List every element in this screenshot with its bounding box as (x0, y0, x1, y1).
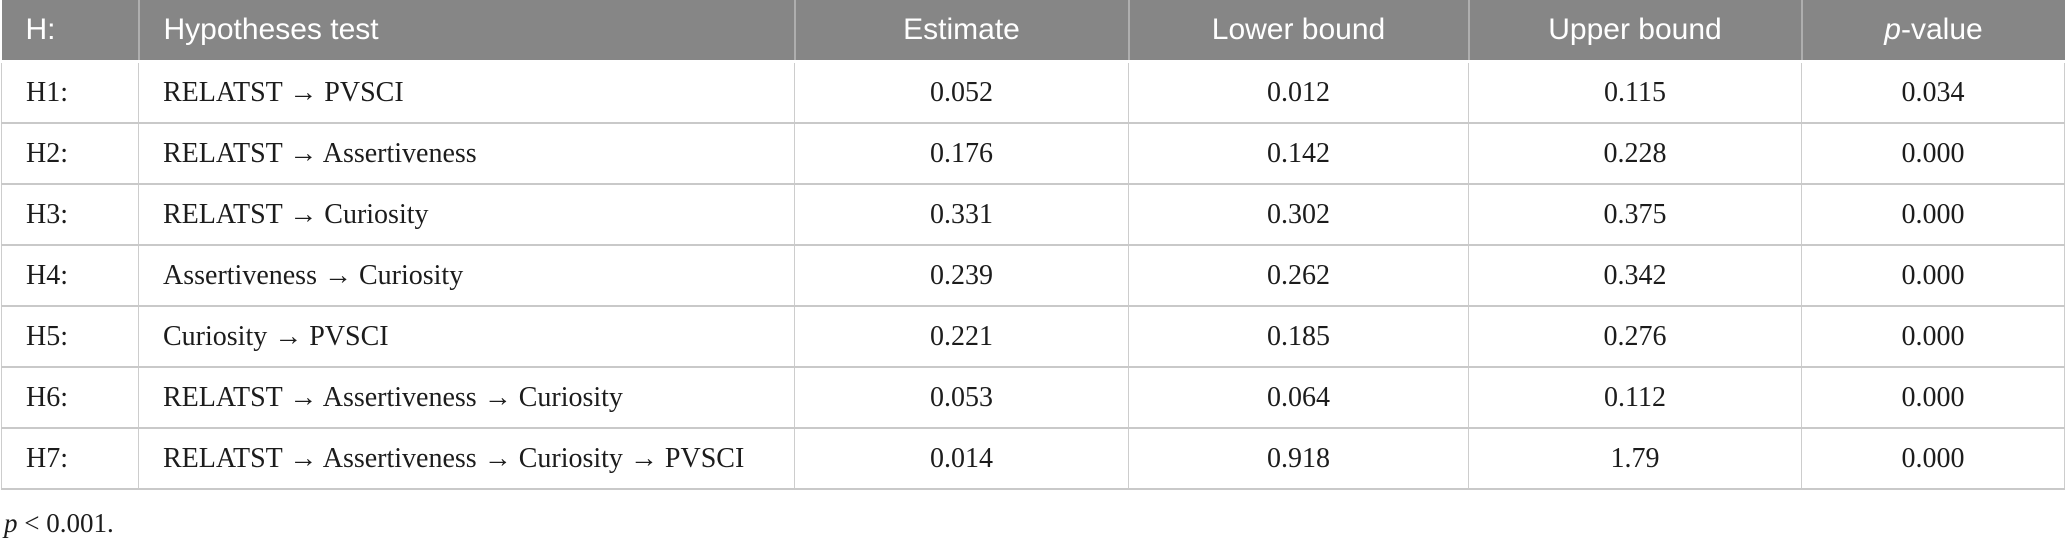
cell-h: H3: (1, 183, 139, 246)
cell-lower: 0.142 (1128, 122, 1469, 185)
cell-estimate: 0.331 (794, 183, 1129, 246)
cell-h: H1: (1, 60, 139, 124)
footnote-text: < 0.001. (17, 508, 114, 538)
cell-estimate: 0.052 (794, 60, 1129, 124)
hypotheses-table: H: Hypotheses test Estimate Lower bound … (1, 0, 2065, 490)
header-cell-pvalue: p-value (1800, 0, 2065, 63)
footnote-p: p (4, 508, 18, 538)
cell-pvalue: 0.000 (1801, 183, 2065, 246)
cell-upper: 0.112 (1468, 366, 1802, 429)
cell-lower: 0.262 (1128, 244, 1469, 307)
table-row: H3: RELATST → Curiosity 0.331 0.302 0.37… (1, 183, 2065, 246)
cell-estimate: 0.053 (794, 366, 1129, 429)
cell-estimate: 0.014 (794, 427, 1129, 490)
cell-test: RELATST → Assertiveness → Curiosity → PV… (138, 427, 795, 490)
cell-pvalue: 0.000 (1801, 244, 2065, 307)
table-row: H4: Assertiveness → Curiosity 0.239 0.26… (1, 244, 2065, 307)
cell-estimate: 0.221 (794, 305, 1129, 368)
pvalue-header-p: p (1884, 13, 1901, 46)
header-cell-test: Hypotheses test (137, 0, 795, 63)
table-row: H7: RELATST → Assertiveness → Curiosity … (1, 427, 2065, 490)
table-row: H2: RELATST → Assertiveness 0.176 0.142 … (1, 122, 2065, 185)
cell-test: Curiosity → PVSCI (138, 305, 795, 368)
cell-lower: 0.302 (1128, 183, 1469, 246)
cell-h: H2: (1, 122, 139, 185)
cell-h: H5: (1, 305, 139, 368)
cell-lower: 0.918 (1128, 427, 1469, 490)
header-cell-estimate: Estimate (793, 0, 1129, 63)
header-row: H: Hypotheses test Estimate Lower bound … (1, 0, 2065, 63)
header-cell-lower: Lower bound (1127, 0, 1469, 63)
table-header: H: Hypotheses test Estimate Lower bound … (1, 0, 2065, 63)
header-cell-h: H: (1, 0, 139, 63)
header-cell-upper: Upper bound (1467, 0, 1802, 63)
cell-h: H6: (1, 366, 139, 429)
cell-h: H4: (1, 244, 139, 307)
pvalue-header-rest: -value (1900, 13, 1983, 46)
cell-upper: 0.115 (1468, 60, 1802, 124)
cell-test: RELATST → Assertiveness → Curiosity (138, 366, 795, 429)
cell-upper: 0.276 (1468, 305, 1802, 368)
cell-test: RELATST → PVSCI (138, 60, 795, 124)
table-footnote: p < 0.001. (4, 508, 114, 539)
cell-test: RELATST → Assertiveness (138, 122, 795, 185)
cell-pvalue: 0.000 (1801, 427, 2065, 490)
cell-lower: 0.012 (1128, 60, 1469, 124)
table-body: H1: RELATST → PVSCI 0.052 0.012 0.115 0.… (1, 60, 2065, 490)
cell-lower: 0.185 (1128, 305, 1469, 368)
cell-lower: 0.064 (1128, 366, 1469, 429)
cell-upper: 1.79 (1468, 427, 1802, 490)
cell-h: H7: (1, 427, 139, 490)
cell-test: RELATST → Curiosity (138, 183, 795, 246)
cell-upper: 0.375 (1468, 183, 1802, 246)
table-row: H1: RELATST → PVSCI 0.052 0.012 0.115 0.… (1, 60, 2065, 124)
cell-pvalue: 0.000 (1801, 305, 2065, 368)
cell-pvalue: 0.034 (1801, 60, 2065, 124)
cell-pvalue: 0.000 (1801, 122, 2065, 185)
cell-upper: 0.342 (1468, 244, 1802, 307)
cell-estimate: 0.239 (794, 244, 1129, 307)
cell-pvalue: 0.000 (1801, 366, 2065, 429)
table-row: H5: Curiosity → PVSCI 0.221 0.185 0.276 … (1, 305, 2065, 368)
cell-upper: 0.228 (1468, 122, 1802, 185)
cell-estimate: 0.176 (794, 122, 1129, 185)
table-row: H6: RELATST → Assertiveness → Curiosity … (1, 366, 2065, 429)
cell-test: Assertiveness → Curiosity (138, 244, 795, 307)
